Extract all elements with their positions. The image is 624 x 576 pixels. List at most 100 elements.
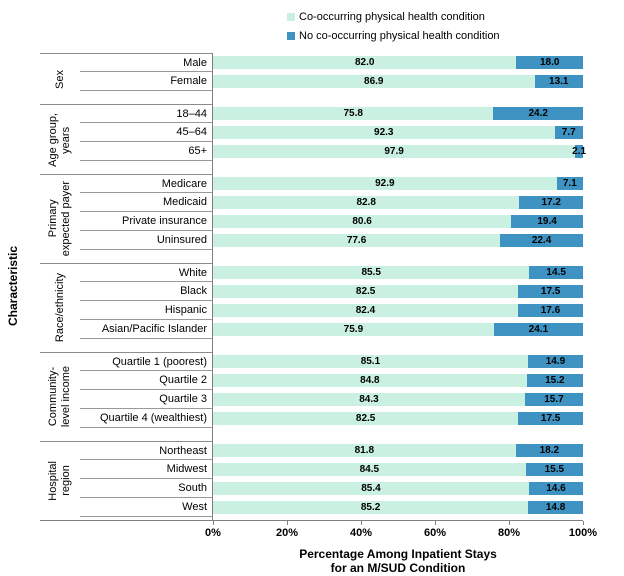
bar-segment-co-occurring: 82.5 xyxy=(213,412,519,425)
x-axis-tick-label: 20% xyxy=(275,527,299,539)
x-axis-tick xyxy=(361,521,362,525)
bar-area: 92.9 7.1 xyxy=(213,174,583,193)
bar-row: Quartile 2 84.8 15.2 xyxy=(80,371,583,390)
value-label: 82.8 xyxy=(356,197,376,208)
stacked-bar: 85.4 14.6 xyxy=(213,482,583,495)
value-label: 14.8 xyxy=(545,502,566,513)
bar-row: 45–64 92.3 7.7 xyxy=(80,123,583,142)
category-groups: Sex Male 82.0 18.0 Female 86.9 13.1 Age group, … xyxy=(40,53,586,521)
bar-segment-co-occurring: 82.8 xyxy=(213,196,520,209)
spacer-label-cell xyxy=(80,91,213,104)
bar-row: West 85.2 14.8 xyxy=(80,498,583,517)
bar-segment-co-occurring: 85.2 xyxy=(213,501,529,514)
bar-segment-no-co-occurring: 14.6 xyxy=(528,482,583,495)
legend-label: No co-occurring physical health conditio… xyxy=(299,29,500,42)
bar-row: Male 82.0 18.0 xyxy=(80,53,583,72)
spacer-bar-area xyxy=(213,517,583,520)
category-label: Quartile 2 xyxy=(80,371,213,390)
value-label: 86.9 xyxy=(364,76,384,87)
co-occurring-swatch-icon xyxy=(287,12,295,21)
x-axis-title-line: Percentage Among Inpatient Stays xyxy=(299,547,497,561)
stacked-bar: 75.8 24.2 xyxy=(213,107,583,120)
bar-row: Private insurance 80.6 19.4 xyxy=(80,212,583,231)
bar-row: Hispanic 82.4 17.6 xyxy=(80,301,583,320)
value-label: 24.1 xyxy=(528,324,549,335)
value-label: 92.9 xyxy=(375,178,395,189)
bar-area: 75.9 24.1 xyxy=(213,320,583,339)
x-axis-tick xyxy=(435,521,436,525)
stacked-bar: 75.9 24.1 xyxy=(213,323,583,336)
value-label: 15.2 xyxy=(545,375,565,386)
bar-area: 92.3 7.7 xyxy=(213,123,583,142)
value-label: 84.3 xyxy=(359,394,379,405)
bar-area: 84.5 15.5 xyxy=(213,460,583,479)
spacer-bar-area xyxy=(213,250,583,263)
bar-segment-no-co-occurring: 15.2 xyxy=(526,374,583,387)
bar-area: 75.8 24.2 xyxy=(213,104,583,123)
bar-segment-no-co-occurring: 18.2 xyxy=(515,444,583,457)
legend-item: No co-occurring physical health conditio… xyxy=(287,26,500,45)
bar-area: 82.5 17.5 xyxy=(213,282,583,301)
x-axis-tick xyxy=(287,521,288,525)
value-label: 17.6 xyxy=(540,305,561,316)
value-label: 92.3 xyxy=(374,127,394,138)
x-axis-tick xyxy=(509,521,510,525)
bar-area: 85.4 14.6 xyxy=(213,479,583,498)
category-label: 65+ xyxy=(80,142,213,161)
stacked-bar: 86.9 13.1 xyxy=(213,75,583,88)
value-label: 85.2 xyxy=(360,502,381,513)
group-rows: 18–44 75.8 24.2 45–64 92.3 7.7 65+ 97.9 2.1 xyxy=(80,104,586,174)
bar-row: White 85.5 14.5 xyxy=(80,263,583,282)
bar-area: 84.8 15.2 xyxy=(213,371,583,390)
value-label: 75.9 xyxy=(343,324,364,335)
group-label: Community- level income xyxy=(47,366,72,428)
spacer-bar-area xyxy=(213,339,583,352)
bar-row: Uninsured 77.6 22.4 xyxy=(80,231,583,250)
group-label-cell: Hospital region xyxy=(40,441,80,520)
bar-area: 82.8 17.2 xyxy=(213,193,583,212)
bar-segment-no-co-occurring: 17.2 xyxy=(519,196,583,209)
bar-segment-no-co-occurring: 14.9 xyxy=(527,355,583,368)
bar-area: 86.9 13.1 xyxy=(213,72,583,91)
value-label: 82.0 xyxy=(354,57,375,68)
legend-label: Co-occurring physical health condition xyxy=(299,10,485,23)
category-label: Uninsured xyxy=(80,231,213,250)
x-axis-tick xyxy=(583,521,584,525)
value-label: 81.8 xyxy=(354,445,375,456)
x-axis-tick xyxy=(213,521,214,525)
group-label: Primary expected payer xyxy=(47,181,72,257)
bar-segment-no-co-occurring: 17.5 xyxy=(518,285,583,298)
category-group: Primary expected payer Medicare 92.9 7.1 Med… xyxy=(40,174,583,263)
value-label: 14.9 xyxy=(545,356,566,367)
chart-area: Sex Male 82.0 18.0 Female 86.9 13.1 Age group, … xyxy=(40,53,597,576)
stacked-bar: 84.5 15.5 xyxy=(213,463,583,476)
group-rows: Male 82.0 18.0 Female 86.9 13.1 xyxy=(80,53,583,104)
stacked-bar: 81.8 18.2 xyxy=(213,444,583,457)
category-label: Midwest xyxy=(80,460,213,479)
bar-area: 82.5 17.5 xyxy=(213,409,583,428)
value-label: 85.4 xyxy=(361,483,381,494)
stacked-bar: 84.8 15.2 xyxy=(213,374,583,387)
bar-area: 85.2 14.8 xyxy=(213,498,583,517)
category-label: Black xyxy=(80,282,213,301)
value-label: 18.0 xyxy=(539,57,560,68)
bar-segment-co-occurring: 82.0 xyxy=(213,56,517,69)
category-label: Medicare xyxy=(80,174,213,193)
bar-segment-co-occurring: 84.8 xyxy=(213,374,527,387)
bar-segment-co-occurring: 84.5 xyxy=(213,463,526,476)
group-spacer xyxy=(80,91,583,104)
group-label: Sex xyxy=(53,69,66,89)
value-label: 14.5 xyxy=(546,267,566,278)
bar-segment-co-occurring: 85.5 xyxy=(213,266,530,279)
value-label: 84.5 xyxy=(359,464,380,475)
stacked-bar: 85.2 14.8 xyxy=(213,501,583,514)
bar-area: 81.8 18.2 xyxy=(213,441,583,460)
category-group: Community- level income Quartile 1 (poore… xyxy=(40,352,583,441)
value-label: 19.4 xyxy=(537,216,557,227)
no-co-occurring-swatch-icon xyxy=(287,31,295,40)
stacked-bar: 92.9 7.1 xyxy=(213,177,583,190)
stacked-bar: 82.5 17.5 xyxy=(213,285,583,298)
value-label: 85.5 xyxy=(361,267,381,278)
bar-segment-no-co-occurring: 17.6 xyxy=(517,304,583,317)
category-label: Quartile 4 (wealthiest) xyxy=(80,409,213,428)
